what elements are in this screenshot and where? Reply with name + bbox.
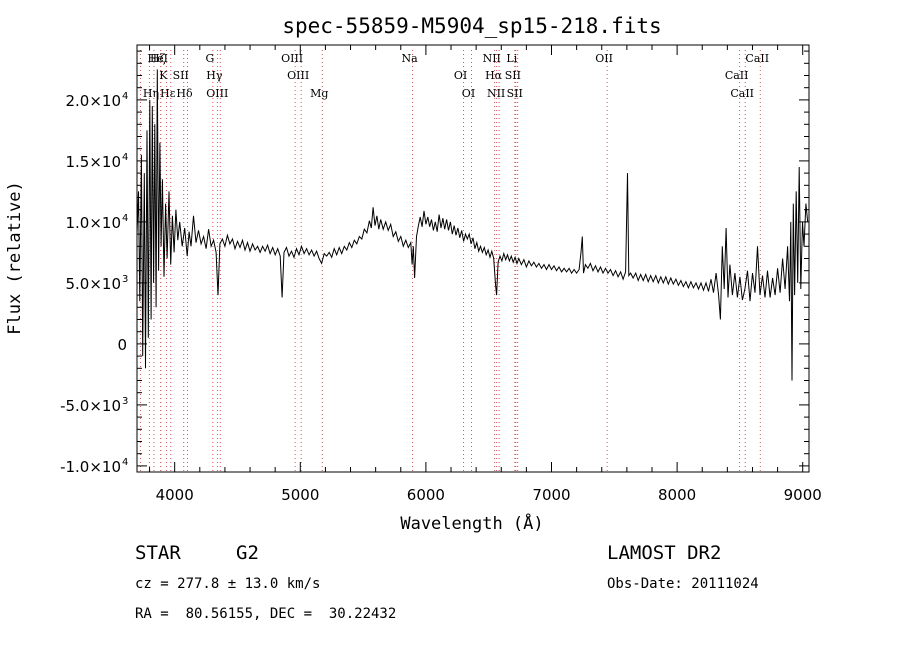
spectral-line-label: Hζ — [150, 52, 166, 65]
y-tick-exponent: 3 — [122, 396, 128, 407]
y-tick-exponent: 4 — [122, 213, 128, 224]
spectral-line-label: SII — [505, 69, 521, 82]
spectral-line-label: NII — [483, 52, 501, 65]
spectral-line-label: NII — [487, 87, 505, 100]
spectral-line-label: Hα — [485, 69, 503, 82]
x-tick-labels: 4000 5000 6000 7000 8000 9000 — [156, 486, 822, 504]
sky-coordinates: RA = 80.56155, DEC = 30.22432 — [135, 606, 397, 622]
spectral-line-label: SII — [507, 87, 523, 100]
spectral-line-label: HeI — [148, 52, 168, 65]
spectral-line-label: OIII — [206, 87, 228, 100]
y-tick-exponent: 3 — [122, 274, 128, 285]
spectral-line-labels: HηHζKHεHeISIIHδGHγOIIIOIIIOIIIMgNaOIOINI… — [143, 52, 769, 100]
spectral-line-label: CaII — [725, 69, 749, 82]
y-tick-label: 5.0×10 — [65, 275, 121, 293]
x-tick-label: 5000 — [281, 486, 319, 504]
survey-name: LAMOST DR2 — [607, 542, 722, 564]
spectral-line-label: Hε — [160, 87, 176, 100]
y-tick-label: 1.0×10 — [65, 214, 121, 232]
x-tick-label: 9000 — [784, 486, 822, 504]
axis-ticks — [137, 45, 809, 472]
spectral-line-label: OIII — [281, 52, 303, 65]
spectral-line-label: G — [205, 52, 214, 65]
spectral-line-label: OIII — [287, 69, 309, 82]
object-class: STAR — [135, 542, 181, 564]
spectral-line-label: Hδ — [176, 87, 193, 100]
plot-frame — [136, 44, 810, 473]
spectral-line-label: OI — [454, 69, 467, 82]
x-tick-label: 8000 — [658, 486, 696, 504]
spectral-line-label: OI — [462, 87, 475, 100]
chart-title: spec-55859-M5904_sp15-218.fits — [282, 14, 661, 38]
y-tick-label: 1.5×10 — [65, 153, 121, 171]
spectral-line-markers — [139, 50, 761, 472]
y-tick-label: 0 — [117, 336, 127, 354]
spectrum-series-line — [136, 69, 809, 381]
x-axis-label: Wavelength (Å) — [400, 512, 543, 534]
x-tick-label: 4000 — [156, 486, 194, 504]
y-tick-label: 2.0×10 — [65, 92, 121, 110]
spectral-line-label: OII — [595, 52, 613, 65]
y-tick-label: -1.0×10 — [60, 458, 121, 476]
spectral-line-label: Mg — [310, 87, 328, 100]
object-subclass: G2 — [236, 542, 259, 564]
spectral-line-label: Hη — [143, 87, 159, 100]
redshift-velocity: cz = 277.8 ± 13.0 km/s — [135, 576, 321, 592]
observation-date: Obs-Date: 20111024 — [607, 576, 759, 592]
spectral-line-label: Na — [401, 52, 418, 65]
spectral-line-label: CaII — [745, 52, 769, 65]
y-tick-exponent: 4 — [122, 457, 128, 468]
y-tick-exponent: 4 — [122, 91, 128, 102]
y-tick-labels: 2.0×10 41.5×10 41.0×10 45.0×10 30-5.0×10 3-1.… — [60, 91, 128, 476]
x-tick-label: 6000 — [407, 486, 445, 504]
spectral-line-label: Li — [506, 52, 517, 65]
y-axis-label: Flux (relative) — [5, 181, 25, 335]
y-tick-label: -5.0×10 — [60, 397, 121, 415]
x-tick-label: 7000 — [532, 486, 570, 504]
spectral-line-label: SII — [173, 69, 189, 82]
y-tick-exponent: 4 — [122, 152, 128, 163]
spectral-line-label: K — [159, 69, 168, 82]
spectral-line-label: CaII — [730, 87, 754, 100]
spectral-line-label: Hγ — [206, 69, 223, 82]
